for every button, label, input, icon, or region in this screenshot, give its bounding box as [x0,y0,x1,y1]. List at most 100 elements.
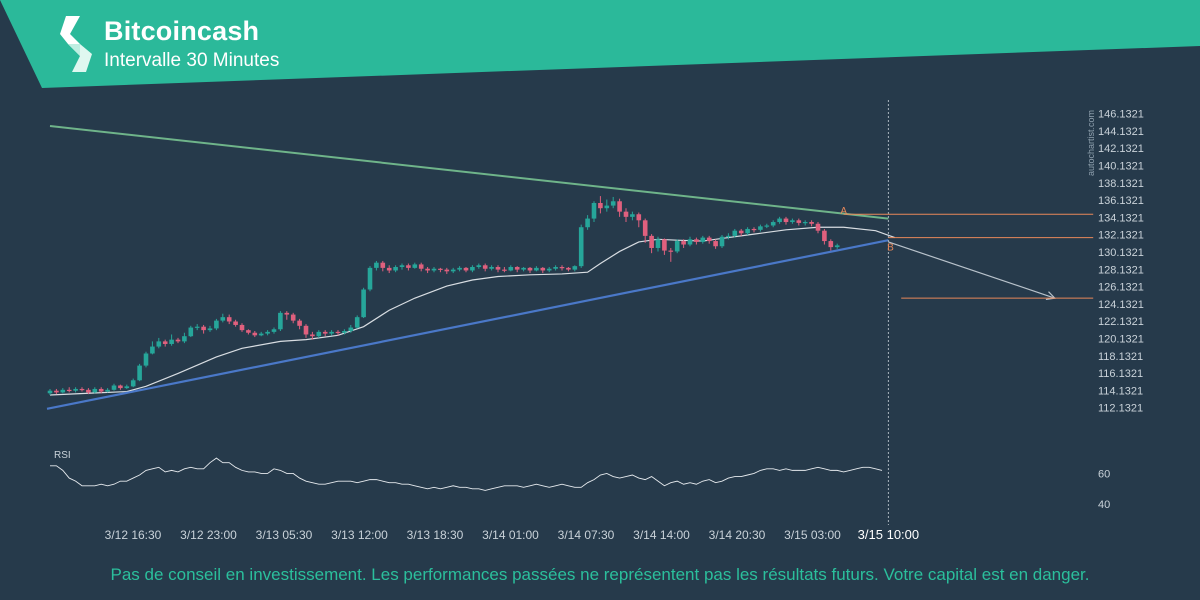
levels-group [843,213,1094,299]
candle-body [668,250,674,252]
candle-body [476,265,482,268]
candle-body [156,341,162,347]
y-tick-label: 144.1321 [1098,126,1144,138]
candle-body [118,385,123,389]
candle-body [514,267,520,270]
rsi-label: RSI [54,450,71,461]
candle [713,239,718,249]
candle [354,315,360,329]
y-tick-label: 146.1321 [1098,109,1144,121]
candle-body [642,220,648,236]
candle-body [770,222,776,226]
candle [258,331,264,337]
candle-body [60,389,66,393]
candle-body [463,267,469,271]
moving-average-group [49,226,896,396]
forecast-arrow-line [888,241,1055,299]
candle-body [687,239,693,245]
candle-body [130,380,136,387]
x-tick-label: 3/13 18:30 [407,528,464,542]
candle [406,263,411,271]
candle-body [207,328,213,331]
candle-body [342,331,347,333]
candle-body [258,333,264,336]
candle-body [610,201,616,206]
pattern-point-label: A [840,206,847,217]
candle-body [220,317,226,321]
candle [143,351,149,368]
candle-body [815,223,821,231]
rsi-tick-label: 60 [1098,468,1110,480]
y-tick-label: 138.1321 [1098,178,1144,190]
candle-body [777,218,782,223]
candle [674,239,680,254]
x-tick-label: 3/14 14:00 [633,528,690,542]
candle [764,223,770,229]
candle [54,388,59,395]
watermark-text: autochartist.com [1086,110,1096,176]
candle-body [290,314,296,321]
candle [822,228,827,245]
candle-body [98,388,104,392]
candle [796,218,802,226]
candle [418,262,424,272]
candle-body [726,235,731,238]
candle-body [431,268,437,271]
candle [438,267,443,273]
candle-body [559,267,565,269]
candle [233,319,238,327]
candle-body [310,334,315,337]
candle [732,228,738,238]
y-tick-label: 128.1321 [1098,264,1144,276]
autochartist-logo [60,16,92,72]
candle-body [809,222,814,224]
candle [271,327,277,334]
candle-body [386,267,392,271]
candle-body [105,389,110,392]
candle-body [188,327,194,337]
candle [322,330,328,337]
candle-body [751,228,757,231]
candle [214,318,219,331]
candle-body [482,265,488,269]
x-tick-label: 3/12 23:00 [180,528,237,542]
candle [457,266,462,272]
candle [431,267,437,273]
candle-body [450,269,456,272]
x-tick-label: 3/13 05:30 [256,528,313,542]
candle [623,208,629,223]
candle-body [540,267,546,271]
candle [348,324,354,333]
candle-body [764,225,770,227]
candle [239,323,245,332]
candle [137,363,142,382]
candle [630,211,635,221]
candle [662,238,667,255]
candle-body [585,218,590,228]
candle [534,266,539,272]
candle-body [655,239,661,248]
candle [495,265,501,273]
y-tick-label: 112.1321 [1098,403,1143,415]
candle-body [572,266,578,270]
candle-body [201,326,206,331]
candle [655,236,661,252]
candle [489,265,494,271]
candle-body [553,267,558,269]
candle [642,218,648,243]
candle-body [406,265,411,268]
candle-body [322,331,328,334]
candle [783,216,789,225]
candle [98,387,104,394]
candle-body [265,331,270,334]
candle [572,265,578,272]
candle [130,378,136,388]
candle [463,267,469,273]
candle [386,265,392,274]
moving-average-line [49,226,896,396]
candle [265,330,270,336]
y-tick-label: 126.1321 [1098,282,1144,294]
candle-body [329,331,334,334]
y-axis: 146.1321 144.1321 142.1321 140.1321 138.1321… [1098,109,1144,415]
candle [207,325,213,332]
